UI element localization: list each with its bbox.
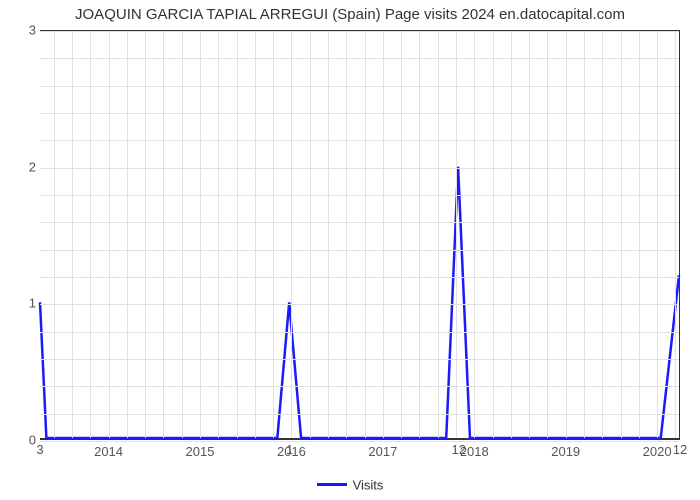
gridline-v-minor	[419, 31, 420, 438]
ytick-label: 2	[6, 159, 36, 174]
value-label: 1	[286, 442, 293, 457]
gridline-v-minor	[621, 31, 622, 438]
value-label: 12	[452, 442, 466, 457]
xtick-label: 2017	[368, 444, 397, 459]
legend-swatch	[317, 483, 347, 486]
gridline-v-minor	[127, 31, 128, 438]
xtick-label: 2020	[643, 444, 672, 459]
gridline-v-minor	[237, 31, 238, 438]
gridline-v-minor	[401, 31, 402, 438]
xtick-label: 2015	[186, 444, 215, 459]
legend: Visits	[0, 476, 700, 494]
gridline-v-minor	[639, 31, 640, 438]
gridline-v-minor	[182, 31, 183, 438]
ytick-label: 1	[6, 296, 36, 311]
chart-container: JOAQUIN GARCIA TAPIAL ARREGUI (Spain) Pa…	[0, 0, 700, 500]
gridline-v-minor	[54, 31, 55, 438]
gridline-v-minor	[547, 31, 548, 438]
gridline-v	[657, 31, 658, 438]
gridline-v-minor	[675, 31, 676, 438]
gridline-v	[566, 31, 567, 438]
gridline-v-minor	[90, 31, 91, 438]
gridline-v-minor	[163, 31, 164, 438]
gridline-v-minor	[328, 31, 329, 438]
gridline-v-minor	[255, 31, 256, 438]
gridline-v-minor	[72, 31, 73, 438]
gridline-v-minor	[602, 31, 603, 438]
gridline-v-minor	[511, 31, 512, 438]
xtick-label: 2019	[551, 444, 580, 459]
gridline-v-minor	[529, 31, 530, 438]
legend-label: Visits	[353, 477, 384, 492]
ytick-label: 0	[6, 433, 36, 448]
gridline-v-minor	[584, 31, 585, 438]
chart-title: JOAQUIN GARCIA TAPIAL ARREGUI (Spain) Pa…	[0, 6, 700, 23]
gridline-h	[40, 441, 679, 442]
gridline-v	[291, 31, 292, 438]
gridline-v-minor	[310, 31, 311, 438]
gridline-v	[109, 31, 110, 438]
xtick-label: 2014	[94, 444, 123, 459]
gridline-v-minor	[346, 31, 347, 438]
ytick-label: 3	[6, 23, 36, 38]
gridline-v	[200, 31, 201, 438]
gridline-v-minor	[145, 31, 146, 438]
gridline-v-minor	[365, 31, 366, 438]
gridline-v-minor	[218, 31, 219, 438]
gridline-v-minor	[273, 31, 274, 438]
value-label: 3	[36, 442, 43, 457]
gridline-v-minor	[438, 31, 439, 438]
gridline-v	[474, 31, 475, 438]
plot-area	[40, 30, 680, 440]
gridline-v-minor	[493, 31, 494, 438]
gridline-v-minor	[456, 31, 457, 438]
value-label: 12	[673, 442, 687, 457]
gridline-v	[383, 31, 384, 438]
